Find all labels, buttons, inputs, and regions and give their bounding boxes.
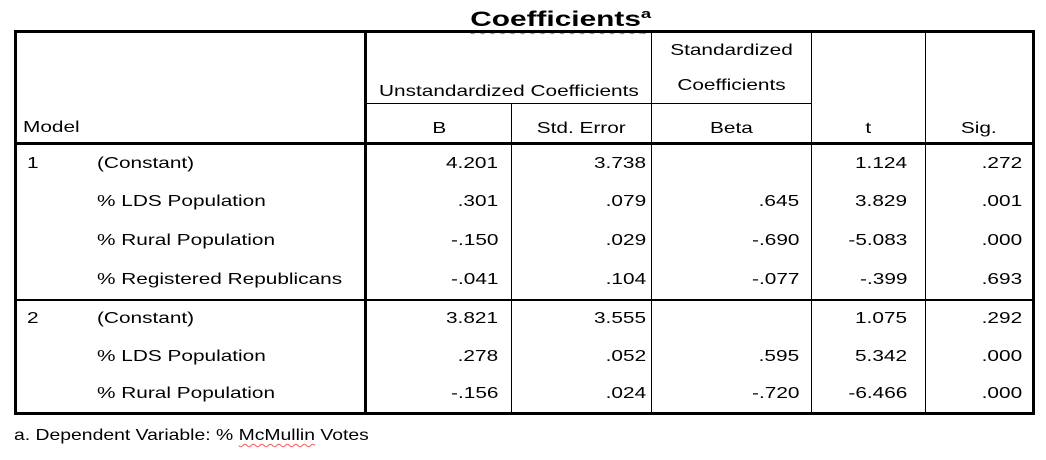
table-row: % Rural Population -.150 .029 -.690 -5.0… — [16, 221, 1034, 261]
model-number-cell — [16, 376, 96, 414]
table-row: 1 (Constant) 4.201 3.738 1.124 .272 — [16, 143, 1034, 183]
table-row: % LDS Population .278 .052 .595 5.342 .0… — [16, 337, 1034, 376]
model-number-cell — [16, 183, 96, 222]
footnote-suffix: Votes — [314, 427, 369, 444]
b-value-cell: -.156 — [364, 375, 512, 414]
std-error-value-cell: .052 — [511, 337, 652, 376]
std-error-value-cell: 3.555 — [511, 298, 652, 338]
beta-value-cell: .645 — [651, 182, 812, 222]
t-column-header: t — [811, 31, 926, 145]
model-number-cell — [16, 222, 96, 261]
beta-value-cell: -.690 — [651, 221, 812, 261]
title-text: Coefficientsa — [471, 2, 652, 32]
sig-value-cell: .272 — [925, 143, 1034, 183]
predictor-label-cell: % LDS Population — [96, 347, 266, 365]
footnote-flagged-word: McMullin — [238, 427, 315, 444]
std-error-value-cell: .104 — [511, 260, 652, 300]
footnote-text: a. Dependent Variable: % McMullin Votes — [14, 426, 369, 446]
beta-value-cell: -.077 — [651, 260, 812, 300]
table-header: Model Unstandardized Coefficients Standa… — [15, 31, 1034, 145]
predictor-label-cell: % LDS Population — [96, 193, 266, 210]
footnote-prefix: a. Dependent Variable: % — [14, 427, 239, 444]
unstandardized-coefficients-header: Unstandardized Coefficients — [364, 31, 652, 104]
header-row-columns: B Std. Error Beta — [16, 103, 1034, 145]
standardized-coefficients-header: Standardized Coefficients — [651, 31, 812, 104]
table-row: 2 (Constant) 3.821 3.555 1.075 .292 — [15, 298, 1034, 338]
predictor-label-cell: (Constant) — [95, 298, 366, 338]
beta-value-cell: -.720 — [651, 375, 812, 414]
table-title: Coefficientsa — [0, 2, 1046, 32]
sig-value-cell: .000 — [925, 337, 1034, 376]
model-number-cell — [16, 338, 96, 376]
sig-column-header: Sig. — [925, 31, 1034, 145]
t-value-cell: 1.075 — [811, 298, 926, 338]
b-value-cell: 3.821 — [364, 298, 512, 338]
table-footnote: a. Dependent Variable: % McMullin Votes — [14, 426, 369, 446]
table-row: % LDS Population .301 .079 .645 3.829 .0… — [16, 182, 1034, 222]
beta-value-cell: .595 — [651, 337, 812, 376]
std-error-column-header: Std. Error — [511, 103, 652, 145]
beta-column-header: Beta — [651, 103, 812, 145]
predictor-label-cell: % Rural Population — [96, 384, 275, 402]
beta-value-cell — [651, 298, 812, 338]
beta-value-cell — [651, 143, 812, 183]
sig-value-cell: .001 — [925, 182, 1034, 222]
model-number-cell — [16, 261, 96, 300]
model-number-cell: 2 — [15, 298, 96, 338]
std-error-value-cell: .079 — [511, 182, 652, 222]
model-column-header: Model — [15, 31, 366, 145]
predictor-label-cell: % Registered Republicans — [96, 270, 342, 288]
coefficients-table: Model Unstandardized Coefficients Standa… — [14, 30, 1036, 415]
b-value-cell: -.150 — [364, 221, 512, 261]
b-value-cell: -.041 — [364, 260, 512, 300]
sig-value-cell: .000 — [925, 375, 1034, 414]
t-value-cell: -5.083 — [811, 221, 926, 261]
predictor-label-cell: % Rural Population — [96, 232, 275, 249]
sig-value-cell: .693 — [925, 260, 1034, 300]
sig-value-cell: .292 — [925, 298, 1034, 338]
t-value-cell: 5.342 — [811, 337, 926, 376]
header-row-groups: Model Unstandardized Coefficients Standa… — [15, 31, 1034, 145]
sig-value-cell: .000 — [925, 221, 1034, 261]
t-value-cell: 1.124 — [811, 143, 926, 183]
t-value-cell: 3.829 — [811, 182, 926, 222]
t-value-cell: -6.466 — [811, 375, 926, 414]
title-footnote-marker: a — [641, 6, 652, 21]
b-value-cell: 4.201 — [364, 143, 512, 183]
t-value-cell: -.399 — [811, 260, 926, 300]
std-error-value-cell: .024 — [511, 375, 652, 414]
table-body: 1 (Constant) 4.201 3.738 1.124 .272 % LD… — [15, 143, 1034, 414]
b-column-header: B — [364, 103, 512, 145]
title-word: Coefficients — [470, 8, 642, 31]
b-value-cell: .278 — [364, 337, 512, 376]
b-value-cell: .301 — [364, 182, 512, 222]
model-number-cell: 1 — [27, 154, 39, 172]
table-row: % Rural Population -.156 .024 -.720 -6.4… — [16, 375, 1034, 414]
table-row: % Registered Republicans -.041 .104 -.07… — [16, 260, 1034, 300]
std-error-value-cell: .029 — [511, 221, 652, 261]
predictor-label-cell: (Constant) — [96, 154, 194, 172]
std-error-value-cell: 3.738 — [511, 143, 652, 183]
